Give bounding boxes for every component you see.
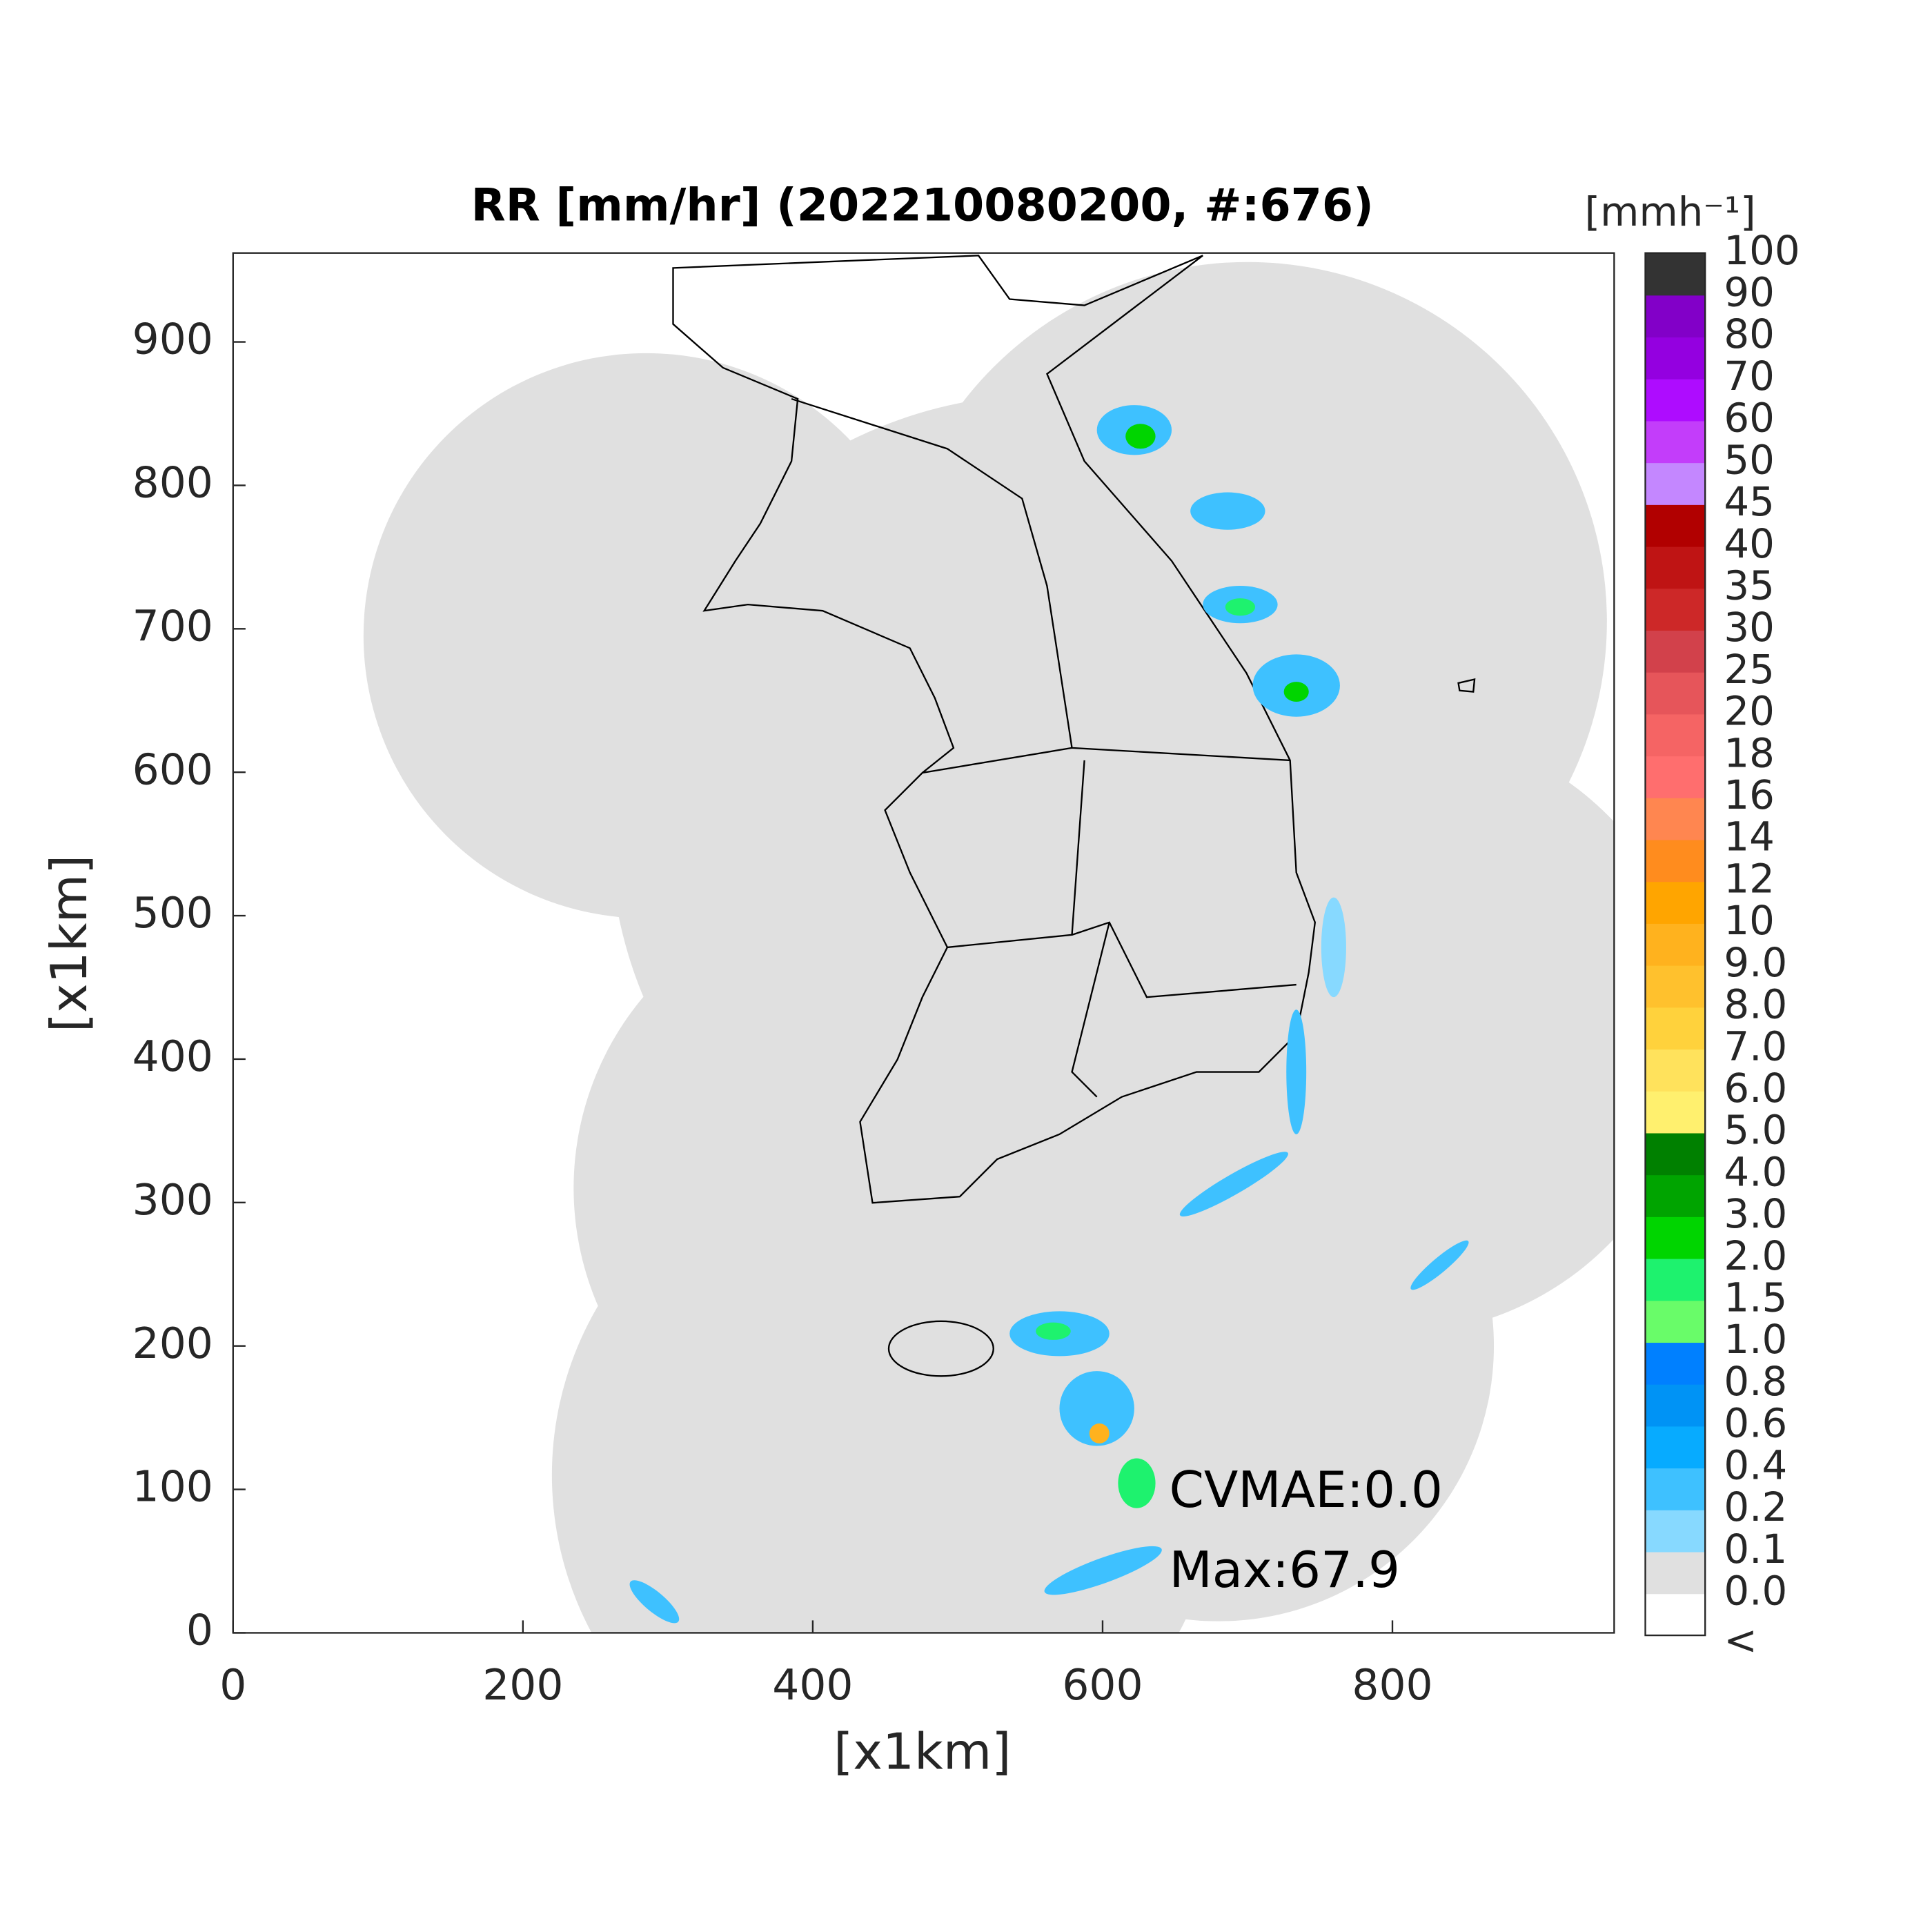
y-tick-label: 200 bbox=[132, 1319, 213, 1368]
colorbar-label: 0.2 bbox=[1724, 1483, 1787, 1530]
colorbar-label: 90 bbox=[1724, 269, 1775, 316]
colorbar-label: 1.5 bbox=[1724, 1274, 1787, 1321]
colorbar-swatch bbox=[1645, 420, 1706, 464]
colorbar-label: 0.4 bbox=[1724, 1441, 1787, 1488]
y-tick-label: 600 bbox=[132, 745, 213, 794]
axes: 0 200 400 600 800 0 100 200 300 400 500 600 700 800 90… bbox=[132, 315, 1433, 1710]
colorbar-swatch bbox=[1645, 1383, 1706, 1427]
x-tick-label: 200 bbox=[482, 1661, 563, 1710]
colorbar-label: 9.0 bbox=[1724, 939, 1787, 986]
colorbar-swatch bbox=[1645, 1174, 1706, 1217]
colorbar-swatch bbox=[1645, 337, 1706, 379]
colorbar-swatch bbox=[1645, 1216, 1706, 1259]
annotation: Max:67.9 bbox=[1169, 1541, 1400, 1599]
colorbar-swatch bbox=[1645, 1132, 1706, 1176]
colorbar-label: 18 bbox=[1724, 729, 1775, 776]
colorbar-swatch bbox=[1645, 1342, 1706, 1385]
colorbar-swatch bbox=[1645, 1551, 1706, 1595]
colorbar-swatch bbox=[1645, 1468, 1706, 1510]
x-tick-label: 600 bbox=[1062, 1661, 1143, 1710]
colorbar-label: 80 bbox=[1724, 310, 1775, 357]
y-tick-label: 700 bbox=[132, 602, 213, 651]
colorbar-swatch bbox=[1645, 756, 1706, 798]
colorbar-label: 8.0 bbox=[1724, 981, 1787, 1028]
colorbar-swatch bbox=[1645, 965, 1706, 1008]
y-tick-label: 300 bbox=[132, 1176, 213, 1225]
colorbar-label: 16 bbox=[1724, 771, 1775, 818]
colorbar-swatch bbox=[1645, 1090, 1706, 1134]
y-tick-label: 500 bbox=[132, 889, 213, 938]
colorbar-label: 40 bbox=[1724, 520, 1775, 567]
colorbar-label: 0.1 bbox=[1724, 1526, 1787, 1573]
chart-title: RR [mm/hr] (202210080200, #:676) bbox=[471, 180, 1374, 232]
colorbar-swatch bbox=[1645, 797, 1706, 840]
colorbar-swatch bbox=[1645, 671, 1706, 715]
colorbar-swatch bbox=[1645, 295, 1706, 338]
colorbar-label: 4.0 bbox=[1724, 1148, 1787, 1195]
x-axis-label: [x1km] bbox=[834, 1723, 1011, 1781]
colorbar-label: 7.0 bbox=[1724, 1023, 1787, 1070]
colorbar-swatch bbox=[1645, 462, 1706, 505]
rain-echoes bbox=[629, 405, 1469, 1624]
x-tick-label: 800 bbox=[1352, 1661, 1432, 1710]
colorbar-swatch bbox=[1645, 923, 1706, 966]
colorbar-label: 2.0 bbox=[1724, 1232, 1787, 1279]
colorbar-label: 0.6 bbox=[1724, 1400, 1787, 1447]
colorbar-label: 45 bbox=[1724, 478, 1775, 525]
colorbar-swatch bbox=[1645, 1049, 1706, 1092]
colorbar: <0.00.10.20.40.60.81.01.52.03.04.05.06.0… bbox=[1644, 227, 1800, 1664]
colorbar-label: 0.0 bbox=[1724, 1567, 1787, 1614]
colorbar-label: 12 bbox=[1724, 855, 1775, 902]
colorbar-swatch bbox=[1645, 1007, 1706, 1050]
annotation: CVMAE:0.0 bbox=[1169, 1461, 1443, 1519]
coastline bbox=[672, 255, 1476, 1377]
x-tick-label: 400 bbox=[772, 1661, 853, 1710]
colorbar-label: 10 bbox=[1724, 897, 1775, 944]
colorbar-swatch bbox=[1645, 378, 1706, 422]
colorbar-label: 100 bbox=[1724, 227, 1800, 274]
colorbar-label: 3.0 bbox=[1724, 1190, 1787, 1237]
colorbar-frame bbox=[1644, 252, 1706, 1637]
colorbar-label: 70 bbox=[1724, 353, 1775, 400]
colorbar-swatch bbox=[1645, 1593, 1706, 1636]
colorbar-swatch bbox=[1645, 1258, 1706, 1301]
y-tick-label: 100 bbox=[132, 1463, 213, 1512]
colorbar-label: < bbox=[1724, 1617, 1757, 1664]
y-axis-label: [x1km] bbox=[41, 855, 99, 1032]
colorbar-swatch bbox=[1645, 1509, 1706, 1552]
colorbar-label: 14 bbox=[1724, 814, 1775, 860]
colorbar-label: 35 bbox=[1724, 562, 1775, 609]
colorbar-label: 20 bbox=[1724, 688, 1775, 735]
colorbar-swatch bbox=[1645, 1300, 1706, 1343]
colorbar-swatch bbox=[1645, 1426, 1706, 1469]
colorbar-label: 25 bbox=[1724, 646, 1775, 693]
y-tick-label: 900 bbox=[132, 315, 213, 364]
plot-frame bbox=[232, 252, 1615, 1634]
colorbar-swatch bbox=[1645, 546, 1706, 589]
colorbar-label: 50 bbox=[1724, 436, 1775, 483]
colorbar-label: 0.8 bbox=[1724, 1358, 1787, 1405]
colorbar-label: 60 bbox=[1724, 395, 1775, 442]
coverage-circle bbox=[943, 1070, 1495, 1621]
colorbar-swatch bbox=[1645, 630, 1706, 673]
colorbar-swatch bbox=[1645, 588, 1706, 631]
x-tick-label: 0 bbox=[219, 1661, 246, 1710]
colorbar-title: [mmh⁻¹] bbox=[1585, 188, 1756, 235]
colorbar-label: 30 bbox=[1724, 604, 1775, 651]
colorbar-swatch bbox=[1645, 839, 1706, 883]
colorbar-label: 6.0 bbox=[1724, 1065, 1787, 1112]
y-tick-label: 800 bbox=[132, 459, 213, 508]
colorbar-swatch bbox=[1645, 253, 1706, 296]
colorbar-swatch bbox=[1645, 713, 1706, 757]
colorbar-label: 1.0 bbox=[1724, 1316, 1787, 1363]
y-tick-label: 400 bbox=[132, 1032, 213, 1081]
colorbar-swatch bbox=[1645, 881, 1706, 924]
colorbar-label: 5.0 bbox=[1724, 1107, 1787, 1154]
y-tick-label: 0 bbox=[186, 1606, 213, 1655]
colorbar-swatch bbox=[1645, 504, 1706, 547]
